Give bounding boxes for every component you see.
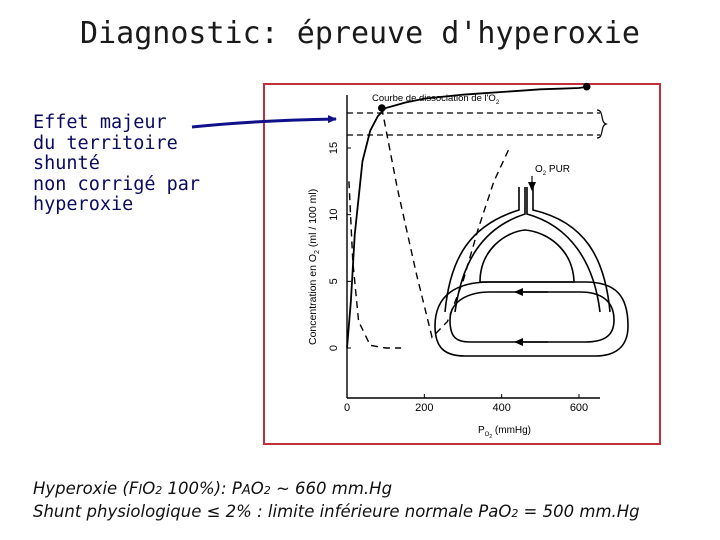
figure-frame bbox=[263, 83, 661, 445]
x-tick-label: 600 bbox=[570, 402, 588, 414]
o2-pur-label: O2 PUR bbox=[535, 164, 570, 177]
y-tick-label: 5 bbox=[328, 278, 340, 284]
x-tick-label: 0 bbox=[344, 402, 350, 414]
footer-line-1: Hyperoxie (FIO2 100%): PAO2 ~ 660 mm.Hg bbox=[33, 479, 393, 498]
y-tick-label: 15 bbox=[328, 142, 340, 154]
y-tick-label: 10 bbox=[328, 209, 340, 221]
series-line-1 bbox=[346, 85, 587, 349]
callout-text: Effet majeur du territoire shunté non co… bbox=[33, 112, 253, 216]
y-tick-label: 0 bbox=[328, 345, 340, 351]
callout-line: hyperoxie bbox=[33, 194, 134, 215]
difference-bracket bbox=[596, 109, 608, 139]
callout-line: du territoire bbox=[33, 132, 178, 154]
x-tick-label: 200 bbox=[415, 402, 433, 414]
x-axis-label: PO2 (mmHg) bbox=[478, 425, 531, 440]
footer-line-2: Shunt physiologique ≤ 2% : limite inféri… bbox=[33, 502, 640, 521]
series-line-3 bbox=[348, 181, 402, 349]
y-axis-label: Concentration en O2 (ml / 100 ml) bbox=[307, 189, 321, 345]
data-point bbox=[582, 82, 591, 91]
callout-arrow bbox=[191, 115, 337, 129]
x-tick-label: 400 bbox=[492, 402, 510, 414]
slide-title: Diagnostic: épreuve d'hyperoxie bbox=[80, 16, 640, 51]
callout-line: non corrigé par bbox=[33, 173, 201, 195]
data-point bbox=[378, 104, 386, 112]
series-line-2 bbox=[381, 107, 511, 339]
callout-line: shunté bbox=[33, 153, 100, 174]
callout-line: Effet majeur bbox=[33, 112, 167, 133]
